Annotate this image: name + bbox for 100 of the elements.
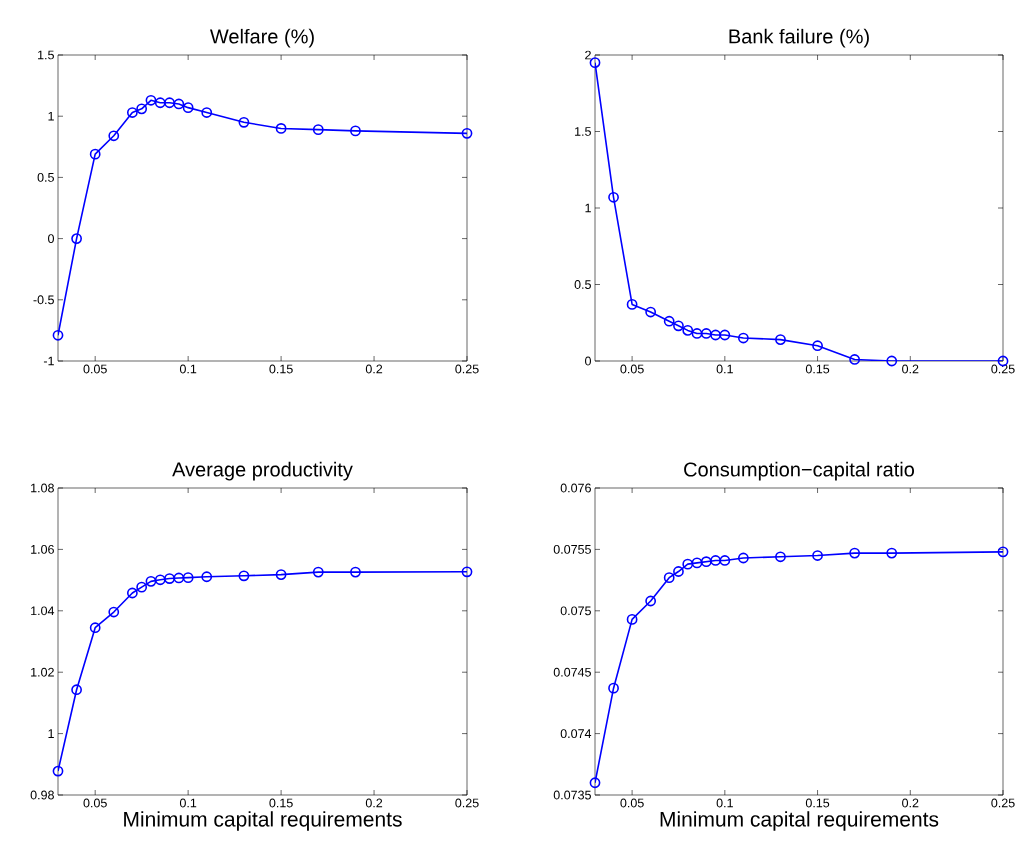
- x-tick-label: 0.25: [991, 364, 1015, 374]
- point: [201, 107, 213, 118]
- point: [886, 547, 898, 559]
- point: [350, 566, 361, 578]
- point: [173, 98, 185, 110]
- point: [719, 329, 731, 341]
- y-tick-label: 0.074: [560, 729, 592, 739]
- y-tick-label: 1.04: [31, 606, 55, 616]
- point: [626, 298, 638, 310]
- point: [108, 130, 120, 142]
- point: [108, 606, 120, 618]
- point: [673, 566, 684, 577]
- x-tick-label: 0.2: [902, 798, 919, 808]
- x-tick-label: 0.1: [716, 364, 733, 374]
- y-tick-label: 0.5: [37, 172, 54, 182]
- y-tick-label: 1: [585, 203, 591, 213]
- point: [663, 315, 675, 327]
- point: [812, 550, 823, 561]
- x-tick-label: 0.25: [455, 798, 479, 808]
- point: [71, 233, 82, 244]
- x-tick-label: 0.15: [269, 364, 293, 374]
- point: [775, 334, 786, 345]
- chart-title: Consumption−capital ratio: [684, 461, 915, 481]
- point: [589, 777, 601, 789]
- point: [663, 572, 675, 584]
- chart-title: Bank failure (%): [729, 28, 869, 48]
- y-tick-label: 0.5: [574, 280, 591, 289]
- point: [608, 682, 619, 694]
- point: [154, 97, 166, 109]
- y-tick-label: 1.06: [31, 544, 54, 554]
- y-tick-label: 0.0755: [553, 544, 591, 554]
- point: [136, 581, 148, 593]
- x-tick-label: 0.05: [83, 364, 107, 374]
- y-tick-label: 0.0735: [553, 790, 591, 800]
- point: [52, 765, 64, 777]
- point: [126, 107, 138, 118]
- point: [700, 556, 712, 568]
- y-tick-label: -0.5: [33, 295, 54, 305]
- x-tick-label: 0.05: [620, 364, 644, 374]
- point: [691, 328, 703, 339]
- y-tick-label: 0.98: [30, 790, 54, 800]
- point: [737, 552, 749, 564]
- point: [645, 306, 657, 318]
- point: [626, 614, 638, 625]
- point: [700, 328, 712, 339]
- x-tick-label: 0.2: [902, 364, 919, 374]
- y-tick-label: 1.5: [38, 50, 54, 60]
- x-tick-label: 0.15: [269, 798, 293, 808]
- point: [682, 558, 694, 570]
- point: [691, 557, 703, 569]
- point: [719, 555, 731, 566]
- point: [849, 547, 861, 559]
- point: [350, 125, 361, 137]
- chart-title: Welfare (%): [209, 28, 314, 48]
- y-tick-label: 0.075: [560, 606, 591, 616]
- point: [52, 329, 64, 341]
- y-tick-label: 0.0745: [553, 667, 591, 677]
- point: [275, 123, 287, 134]
- point: [312, 566, 324, 578]
- x-tick-label: 0.25: [991, 798, 1015, 808]
- point: [275, 569, 287, 580]
- point: [145, 94, 157, 106]
- point: [710, 555, 721, 566]
- point: [238, 116, 250, 128]
- chart-title: Average productivity: [172, 461, 353, 481]
- x-tick-label: 0.2: [365, 364, 383, 374]
- point: [164, 573, 175, 584]
- x-tick-label: 0.2: [365, 798, 383, 808]
- y-tick-label: 0: [48, 234, 54, 244]
- x-tick-label: 0.1: [179, 364, 197, 374]
- x-tick-label: 0.05: [620, 798, 644, 808]
- y-tick-label: 2: [585, 50, 591, 60]
- x-axis-title: Minimum capital requirements: [124, 811, 402, 831]
- point: [182, 572, 194, 584]
- y-tick-label: 1: [48, 111, 54, 121]
- y-tick-label: 0.076: [560, 483, 591, 493]
- point: [710, 329, 721, 341]
- x-tick-label: 0.15: [805, 798, 830, 808]
- point: [608, 191, 619, 203]
- point: [145, 575, 157, 587]
- point: [89, 622, 101, 634]
- point: [645, 595, 657, 607]
- y-tick-label: 1: [48, 729, 54, 738]
- x-tick-label: 0.1: [716, 798, 733, 808]
- point: [238, 570, 250, 582]
- point: [737, 332, 749, 344]
- y-tick-label: -1: [43, 356, 54, 366]
- x-tick-label: 0.05: [83, 798, 107, 808]
- point: [126, 587, 138, 599]
- point: [173, 572, 185, 584]
- x-tick-label: 0.25: [455, 364, 479, 374]
- point: [182, 102, 194, 114]
- y-tick-label: 1.08: [31, 483, 54, 493]
- point: [775, 551, 786, 563]
- point: [812, 340, 823, 352]
- x-tick-label: 0.15: [805, 364, 830, 374]
- point: [201, 571, 213, 583]
- point: [89, 148, 101, 160]
- point: [849, 354, 861, 365]
- point: [164, 97, 175, 109]
